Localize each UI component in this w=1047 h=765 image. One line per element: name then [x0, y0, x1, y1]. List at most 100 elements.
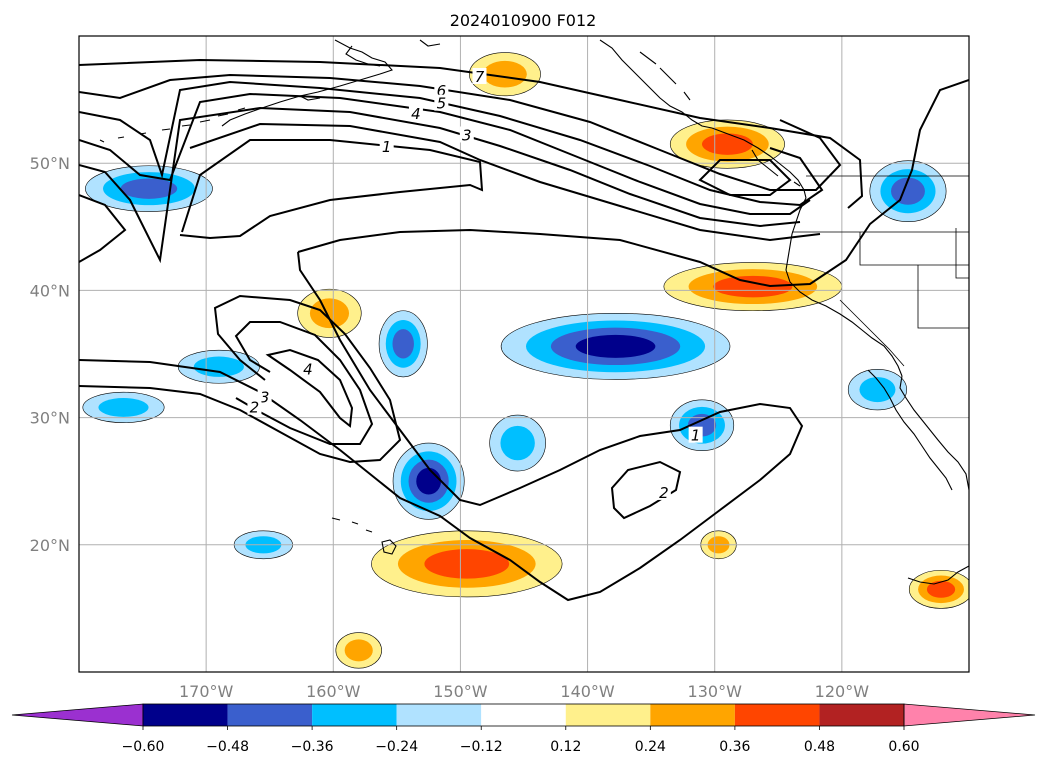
colorbar-tick-label: 0.60 [888, 739, 919, 755]
contour-lines [79, 58, 969, 602]
contour-line-1 [179, 79, 969, 288]
colorbar-tick-label: −0.60 [122, 739, 165, 755]
shade-band [344, 639, 373, 662]
baja-coastline [867, 369, 969, 491]
shaded-anomaly-layer [82, 52, 969, 669]
shade-band [926, 580, 956, 598]
colorbar-segment [227, 704, 313, 726]
shade-band [575, 334, 656, 358]
alaska-coastline [221, 39, 441, 127]
contour-label: 4 [303, 361, 313, 379]
shade-band [98, 398, 149, 417]
lat-tick-label: 30°N [30, 409, 70, 428]
shaded-region-subtropic-negative-west [82, 391, 165, 423]
shaded-region-central-pacific-negative-b [500, 312, 731, 380]
contour-label: 7 [475, 68, 485, 86]
lat-tick-label: 50°N [30, 154, 70, 173]
shade-band [392, 329, 414, 359]
colorbar-segment [650, 704, 735, 726]
contour-line-4 [79, 92, 811, 215]
lat-tick-label: 40°N [30, 281, 70, 300]
colorbar-tick-label: 0.24 [635, 739, 666, 755]
colorbar-tick-label: −0.48 [206, 739, 249, 755]
shade-band [713, 275, 793, 298]
colorbar-tick-labels: −0.60 −0.48 −0.36 −0.24 −0.12 0.12 0.24 0.36 0.4… [122, 726, 920, 755]
shaded-region-hawaii-north-negative [392, 442, 465, 520]
shade-band [193, 356, 244, 377]
shaded-region-baja-negative [847, 368, 908, 411]
contour-label: 2 [659, 484, 669, 502]
graticule-grid [79, 36, 969, 672]
lon-tick-label: 130°W [688, 682, 743, 701]
colorbar-segment [565, 704, 651, 726]
shaded-region-california-positive [663, 262, 843, 312]
colorbar-extend-low [11, 703, 144, 727]
shade-band [424, 549, 510, 579]
mexico-coastline [907, 565, 969, 585]
contour-line-7 [79, 58, 864, 209]
contour-label-bg [434, 81, 449, 98]
map-title: 2024010900 F012 [450, 11, 597, 30]
colorbar-tick-label: −0.24 [375, 739, 418, 755]
contour-line-3 [79, 106, 801, 264]
latitude-tick-labels: 20°N 30°N 40°N 50°N [30, 154, 70, 555]
contour-label: 2 [250, 399, 260, 417]
contour-label-bg [472, 67, 487, 84]
lon-tick-label: 120°W [815, 682, 870, 701]
contour-line-central-3 [234, 321, 374, 445]
colorbar-tick-label: 0.48 [804, 739, 835, 755]
colorbar-segment [396, 704, 482, 726]
contour-line-5 [79, 80, 824, 207]
colorbar-segment [819, 704, 904, 726]
lon-tick-label: 170°W [179, 682, 234, 701]
shade-band [483, 60, 527, 88]
lon-tick-label: 140°W [560, 682, 615, 701]
contour-label: 4 [411, 105, 421, 123]
shaded-region-central-negative-east [669, 399, 735, 451]
shade-band [416, 467, 442, 495]
shade-band [859, 377, 896, 403]
colorbar-segment [734, 704, 820, 726]
shaded-region-central-pacific-positive [297, 288, 362, 338]
shaded-region-subtropic-negative-small [489, 414, 546, 472]
shade-band [891, 177, 925, 205]
contour-line-central-2 [79, 294, 402, 464]
lon-tick-label: 150°W [433, 682, 488, 701]
shaded-region-central-pacific-negative-a [378, 310, 428, 378]
panhandle-coastline [599, 39, 713, 129]
contour-label: 3 [260, 389, 270, 407]
colorbar-segment [312, 704, 397, 726]
contour-label-bg [656, 483, 671, 500]
map-frame [78, 35, 970, 673]
shade-band [309, 298, 350, 329]
shaded-region-southwest-positive [335, 632, 382, 669]
contour-label: 1 [691, 427, 701, 445]
contour-line-central-1 [79, 251, 804, 602]
shaded-region-gulf-alaska-positive [469, 52, 541, 97]
contour-label-bg [459, 126, 474, 143]
contour-line-central-4 [265, 348, 354, 428]
colorbar-extend-high [903, 703, 1036, 727]
contour-label-bg [247, 398, 262, 415]
coastlines [99, 39, 969, 585]
contour-label-bg [434, 94, 449, 111]
contour-line-6 [79, 73, 842, 191]
shade-band [702, 133, 753, 155]
contour-line-2 [79, 122, 821, 263]
colorbar-frame [142, 703, 905, 727]
bc-coastline [711, 127, 807, 199]
colorbar-segment [143, 704, 228, 726]
shaded-region-mexico-positive [908, 569, 969, 609]
us-state-borders [792, 175, 969, 367]
contour-label: 3 [462, 126, 472, 144]
colorbar-segment [481, 704, 566, 726]
colorbar [11, 703, 1036, 727]
contour-label-bg [408, 104, 423, 121]
colorbar-tick-label: −0.12 [460, 739, 503, 755]
longitude-tick-labels: 170°W 160°W 150°W 140°W 130°W 120°W [179, 682, 869, 701]
contour-label-bg [688, 426, 703, 443]
shade-band [120, 178, 178, 199]
colorbar-tick-label: 0.36 [719, 739, 750, 755]
